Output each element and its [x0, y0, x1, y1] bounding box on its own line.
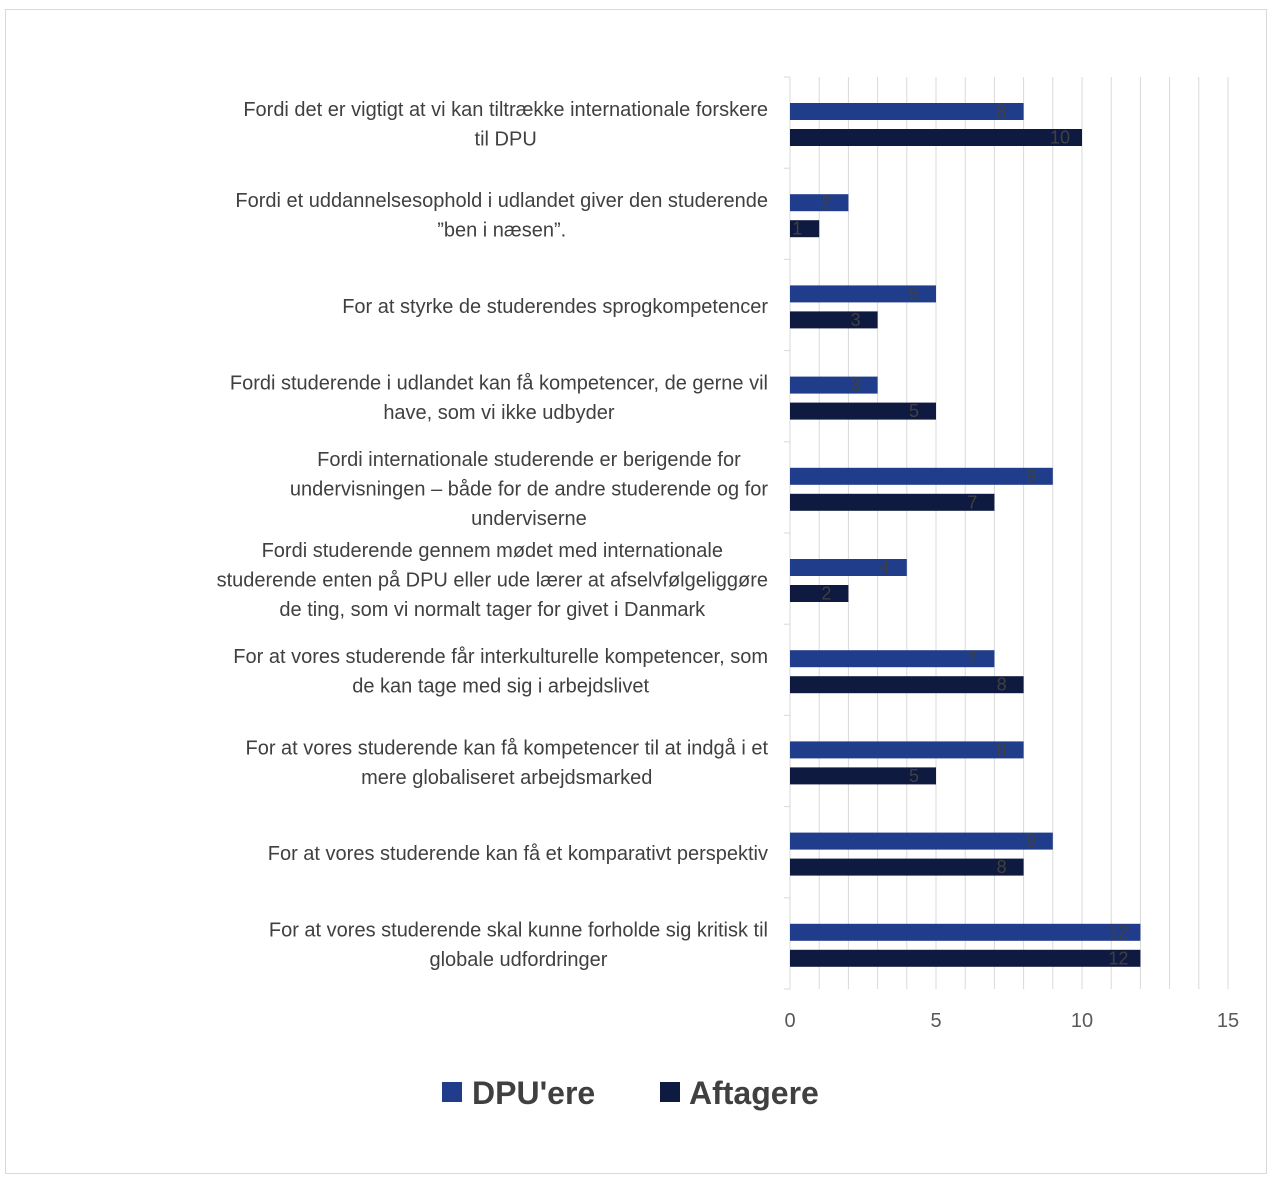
data-label-aftagere: 5 — [909, 766, 919, 786]
bar-dpuere — [790, 467, 1053, 485]
bar-aftagere — [790, 311, 878, 329]
bar-dpuere — [790, 103, 1024, 120]
category-label: For at vores studerende kan få kompetenc… — [245, 737, 768, 789]
category-label-line: mere globaliseret arbejdsmarked — [361, 767, 652, 789]
data-label-dpuere: 5 — [909, 284, 919, 304]
bar-aftagere — [790, 767, 936, 785]
x-tick-labels: 0 5 10 15 — [784, 1010, 1239, 1032]
category-label-line: For at vores studerende kan få et kompar… — [268, 843, 768, 865]
chart-frame — [5, 9, 1267, 1174]
category-label-line: ”ben i næsen”. — [437, 220, 566, 242]
bar-aftagere — [790, 585, 849, 602]
category-label-line: Fordi internationale studerende er berig… — [317, 449, 741, 471]
legend-label-dpuere: DPU'ere — [472, 1075, 595, 1111]
legend: DPU'ere Aftagere — [442, 1075, 819, 1111]
data-label-aftagere: 3 — [851, 310, 861, 330]
bar-dpuere — [790, 741, 1024, 759]
data-label-dpuere: 12 — [1108, 922, 1128, 942]
data-label-aftagere: 10 — [1050, 128, 1070, 148]
bar-dpuere — [790, 194, 849, 212]
bar-aftagere — [790, 493, 995, 511]
bar-dpuere — [790, 832, 1053, 850]
category-label: For at vores studerende får interkulture… — [233, 646, 768, 698]
category-label: For at vores studerende kan få et kompar… — [268, 843, 768, 865]
category-label-line: have, som vi ikke udbyder — [383, 402, 615, 424]
category-label-line: Fordi studerende i udlandet kan få kompe… — [230, 372, 768, 394]
x-tick-label: 0 — [784, 1010, 795, 1032]
legend-swatch-aftagere — [660, 1082, 680, 1102]
category-label: For at styrke de studerendes sprogkompet… — [342, 296, 768, 318]
x-tick-label: 10 — [1071, 1010, 1093, 1032]
bar-aftagere — [790, 402, 936, 420]
bar-dpuere — [790, 650, 995, 668]
bar-dpuere — [790, 923, 1141, 941]
category-labels: Fordi det er vigtigt at vi kan tiltrække… — [217, 99, 769, 971]
data-label-aftagere: 5 — [909, 401, 919, 421]
bar-aftagere — [790, 949, 1141, 967]
data-label-aftagere: 8 — [997, 857, 1007, 877]
category-label: Fordi studerende i udlandet kan få kompe… — [230, 372, 768, 424]
bar-dpuere — [790, 285, 936, 303]
grid-lines — [818, 77, 1229, 989]
category-label-line: For at vores studerende kan få kompetenc… — [245, 737, 768, 759]
data-label-aftagere: 12 — [1108, 948, 1128, 968]
category-label-line: underviserne — [471, 508, 587, 530]
data-label-dpuere: 9 — [1026, 831, 1036, 851]
data-label-dpuere: 9 — [1026, 466, 1036, 486]
data-label-dpuere: 2 — [821, 193, 831, 213]
x-tick-label: 15 — [1217, 1010, 1239, 1032]
category-label-line: For at vores studerende får interkulture… — [233, 646, 768, 668]
category-label: Fordi et uddannelsesophold i udlandet gi… — [235, 190, 768, 242]
data-label-aftagere: 1 — [792, 219, 802, 239]
data-label-dpuere: 7 — [967, 649, 977, 669]
category-label-line: Fordi et uddannelsesophold i udlandet gi… — [235, 190, 768, 212]
bar-aftagere — [790, 220, 820, 238]
data-label-aftagere: 7 — [967, 492, 977, 512]
category-label: For at vores studerende skal kunne forho… — [269, 920, 768, 972]
data-label-aftagere: 8 — [997, 675, 1007, 695]
category-label-line: For at vores studerende skal kunne forho… — [269, 920, 768, 942]
bar-aftagere — [790, 858, 1024, 876]
y-axis — [784, 76, 791, 990]
category-label-line: undervisningen – både for de andre stude… — [290, 478, 768, 500]
data-label-dpuere: 3 — [851, 375, 861, 395]
category-label-line: For at styrke de studerendes sprogkompet… — [342, 296, 768, 318]
category-label-line: de kan tage med sig i arbejdslivet — [352, 676, 649, 698]
legend-swatch-dpuere — [442, 1082, 462, 1102]
data-label-aftagere: 2 — [821, 584, 831, 604]
bar-dpuere — [790, 559, 907, 576]
data-label-dpuere: 4 — [880, 558, 890, 578]
bar-dpuere — [790, 376, 878, 394]
category-label: Fordi internationale studerende er berig… — [290, 449, 768, 530]
category-label: Fordi det er vigtigt at vi kan tiltrække… — [243, 99, 768, 151]
legend-label-aftagere: Aftagere — [689, 1075, 819, 1111]
category-label-line: til DPU — [475, 128, 537, 150]
bar-aftagere — [790, 129, 1082, 146]
bar-aftagere — [790, 676, 1024, 694]
category-label: Fordi studerende gennem mødet med intern… — [217, 540, 768, 621]
data-label-dpuere: 8 — [997, 102, 1007, 122]
category-label-line: Fordi det er vigtigt at vi kan tiltrække… — [243, 99, 768, 121]
category-label-line: Fordi studerende gennem mødet med intern… — [262, 540, 723, 562]
category-label-line: globale udfordringer — [429, 949, 607, 971]
category-label-line: de ting, som vi normalt tager for givet … — [279, 599, 706, 621]
data-label-dpuere: 8 — [997, 740, 1007, 760]
category-label-line: studerende enten på DPU eller ude lærer … — [217, 570, 768, 592]
x-tick-label: 5 — [930, 1010, 941, 1032]
